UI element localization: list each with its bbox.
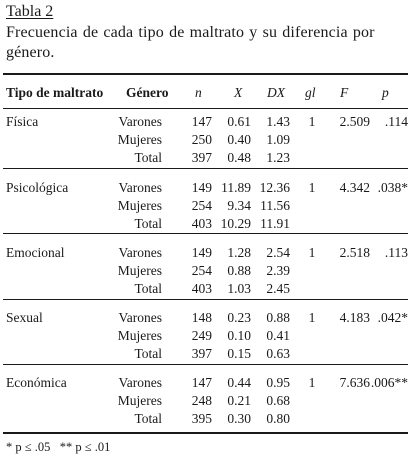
gender-label: Mujeres [117, 132, 162, 147]
f-value: 7.636 [339, 375, 370, 390]
group-rule [3, 168, 408, 169]
n-value: 149 [191, 180, 212, 195]
table-label-text: Tabla 2 [6, 3, 54, 20]
dx-value: 0.68 [266, 393, 290, 408]
p-value: .038* [377, 180, 408, 195]
dx-value: 2.54 [266, 245, 290, 260]
dx-value: 12.36 [259, 180, 290, 195]
dx-value: 0.80 [266, 411, 290, 426]
n-value: 147 [191, 114, 212, 129]
group-rule [3, 299, 408, 300]
maltrato-type: Económica [6, 375, 67, 390]
n-value: 148 [191, 310, 212, 325]
maltrato-type: Sexual [6, 310, 43, 325]
x-value: 0.88 [227, 263, 251, 278]
gender-label: Total [134, 216, 162, 231]
p-value: .113 [384, 245, 408, 260]
dx-value: 11.91 [260, 216, 290, 231]
footnote: * p ≤ .05 ** p ≤ .01 [6, 440, 111, 454]
gender-label: Mujeres [117, 328, 162, 343]
gl-value: 1 [308, 245, 316, 260]
gender-label: Total [134, 150, 162, 165]
f-value: 4.183 [339, 310, 370, 325]
n-value: 397 [191, 346, 212, 361]
gender-label: Mujeres [117, 263, 162, 278]
x-value: 0.23 [227, 310, 251, 325]
header-rule [3, 108, 408, 109]
n-value: 250 [191, 132, 212, 147]
gl-value: 1 [308, 310, 316, 325]
gender-label: Total [134, 346, 162, 361]
dx-value: 1.43 [266, 114, 290, 129]
gender-label: Mujeres [117, 198, 162, 213]
gl-value: 1 [308, 180, 316, 195]
table-label: Tabla 2 [6, 2, 53, 22]
header-genero: Género [126, 85, 169, 100]
dx-value: 0.88 [266, 310, 290, 325]
top-rule [3, 73, 408, 75]
header-tipo: Tipo de maltrato [6, 85, 104, 100]
bottom-rule [3, 432, 408, 434]
f-value: 4.342 [339, 180, 370, 195]
x-value: 1.03 [227, 281, 251, 296]
maltrato-type: Emocional [6, 245, 65, 260]
f-value: 2.518 [339, 245, 370, 260]
gl-value: 1 [308, 375, 316, 390]
p-value: .042* [377, 310, 408, 325]
n-value: 403 [191, 281, 212, 296]
x-value: 1.28 [227, 245, 251, 260]
header-p: p [382, 85, 389, 100]
p-value: .114 [384, 114, 408, 129]
gender-label: Varones [118, 245, 163, 260]
n-value: 397 [191, 150, 212, 165]
header-n: n [195, 85, 202, 100]
gender-label: Varones [118, 310, 163, 325]
header-gl: gl [305, 85, 316, 100]
n-value: 147 [191, 375, 212, 390]
group-rule [3, 233, 408, 234]
n-value: 254 [191, 263, 212, 278]
n-value: 149 [191, 245, 212, 260]
p-value: .006** [370, 375, 408, 390]
header-dx: DX [267, 85, 285, 100]
n-value: 254 [191, 198, 212, 213]
x-value: 0.44 [227, 375, 251, 390]
gender-label: Total [134, 411, 162, 426]
gender-label: Varones [118, 180, 163, 195]
n-value: 249 [191, 328, 212, 343]
gender-label: Mujeres [117, 393, 162, 408]
x-value: 0.10 [227, 328, 251, 343]
dx-value: 1.23 [266, 150, 290, 165]
maltrato-type: Psicológica [6, 180, 69, 195]
group-rule [3, 364, 408, 365]
x-value: 0.15 [227, 346, 251, 361]
gl-value: 1 [308, 114, 316, 129]
dx-value: 0.63 [266, 346, 290, 361]
maltrato-type: Física [6, 114, 39, 129]
x-value: 10.29 [220, 216, 251, 231]
table-caption: Frecuencia de cada tipo de maltrato y su… [6, 24, 375, 61]
gender-label: Varones [118, 114, 163, 129]
dx-value: 0.41 [266, 328, 290, 343]
x-value: 0.21 [227, 393, 251, 408]
dx-value: 11.56 [260, 198, 290, 213]
n-value: 248 [191, 393, 212, 408]
n-value: 395 [191, 411, 212, 426]
x-value: 11.89 [221, 180, 251, 195]
dx-value: 2.39 [266, 263, 290, 278]
x-value: 0.30 [227, 411, 251, 426]
header-x: X [234, 85, 243, 100]
x-value: 0.40 [227, 132, 251, 147]
x-value: 9.34 [227, 198, 251, 213]
dx-value: 0.95 [266, 375, 290, 390]
dx-value: 1.09 [266, 132, 290, 147]
header-f: F [340, 85, 349, 100]
n-value: 403 [191, 216, 212, 231]
f-value: 2.509 [339, 114, 370, 129]
x-value: 0.48 [227, 150, 251, 165]
dx-value: 2.45 [266, 281, 290, 296]
gender-label: Varones [118, 375, 163, 390]
gender-label: Total [134, 281, 162, 296]
x-value: 0.61 [227, 114, 251, 129]
